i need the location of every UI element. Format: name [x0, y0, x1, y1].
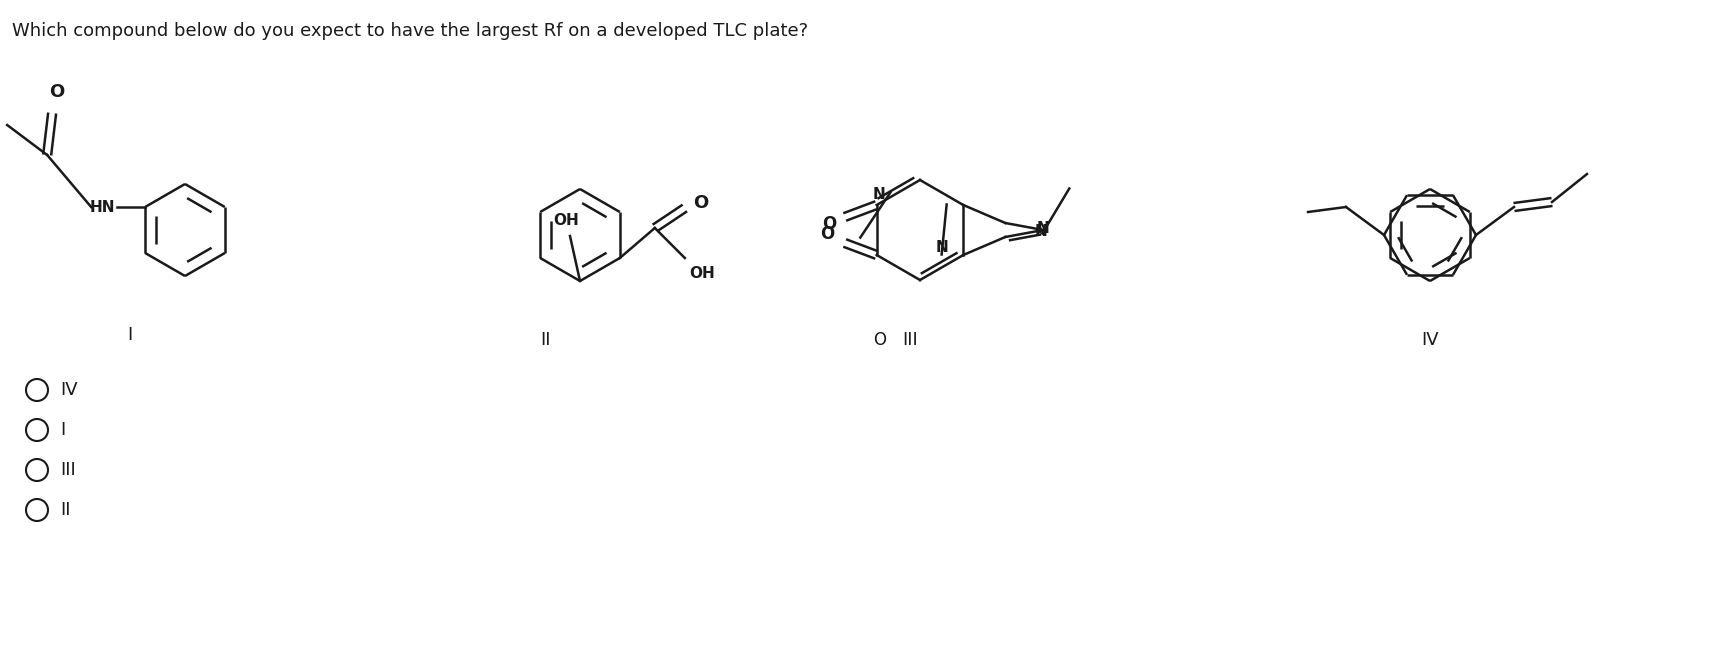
- Text: II: II: [61, 501, 71, 519]
- Text: III: III: [61, 461, 76, 479]
- Text: O: O: [823, 215, 837, 233]
- Text: N: N: [1036, 221, 1049, 236]
- Text: N: N: [873, 187, 885, 202]
- Text: II: II: [540, 331, 550, 349]
- Text: OH: OH: [554, 213, 578, 228]
- Text: IV: IV: [1422, 331, 1439, 349]
- Text: I: I: [127, 326, 132, 344]
- Text: IV: IV: [61, 381, 78, 399]
- Text: O: O: [821, 225, 835, 243]
- Text: N: N: [1035, 224, 1047, 239]
- Text: HN: HN: [90, 199, 115, 214]
- Text: N: N: [936, 240, 948, 254]
- Text: I: I: [61, 421, 66, 439]
- Text: O: O: [50, 83, 64, 101]
- Text: O: O: [873, 331, 887, 349]
- Text: O: O: [693, 194, 708, 212]
- Text: Which compound below do you expect to have the largest Rf on a developed TLC pla: Which compound below do you expect to ha…: [12, 22, 809, 40]
- Text: OH: OH: [689, 266, 715, 281]
- Text: III: III: [903, 331, 918, 349]
